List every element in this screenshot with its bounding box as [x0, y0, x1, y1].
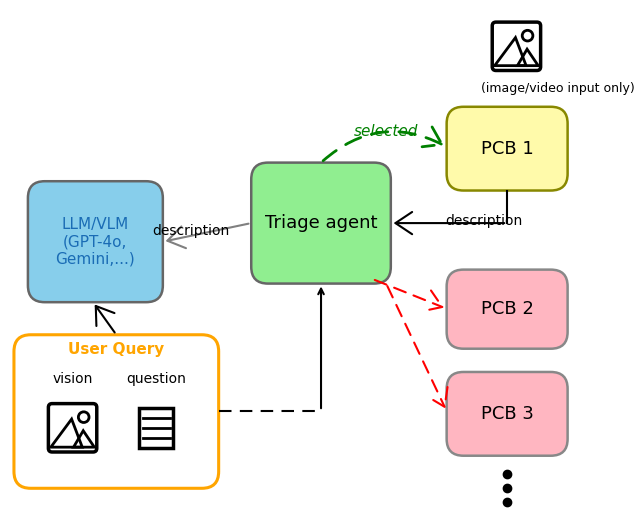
Text: PCB 2: PCB 2: [481, 300, 534, 318]
Text: description: description: [152, 224, 229, 238]
FancyBboxPatch shape: [447, 372, 568, 455]
Text: vision: vision: [52, 372, 93, 386]
Text: LLM/VLM
(GPT-4o,
Gemini,...): LLM/VLM (GPT-4o, Gemini,...): [56, 217, 135, 267]
FancyBboxPatch shape: [252, 162, 391, 284]
Text: Triage agent: Triage agent: [265, 214, 377, 232]
FancyBboxPatch shape: [14, 335, 219, 488]
FancyBboxPatch shape: [140, 408, 173, 448]
Text: (image/video input only): (image/video input only): [481, 81, 635, 95]
FancyBboxPatch shape: [49, 404, 97, 452]
Text: description: description: [445, 214, 522, 228]
Text: PCB 1: PCB 1: [481, 140, 534, 158]
Text: selected: selected: [354, 124, 419, 140]
Text: question: question: [126, 372, 186, 386]
Text: User Query: User Query: [68, 342, 164, 357]
FancyBboxPatch shape: [28, 181, 163, 302]
FancyBboxPatch shape: [447, 107, 568, 190]
FancyBboxPatch shape: [447, 270, 568, 349]
Text: PCB 3: PCB 3: [481, 405, 534, 423]
FancyBboxPatch shape: [492, 22, 541, 70]
